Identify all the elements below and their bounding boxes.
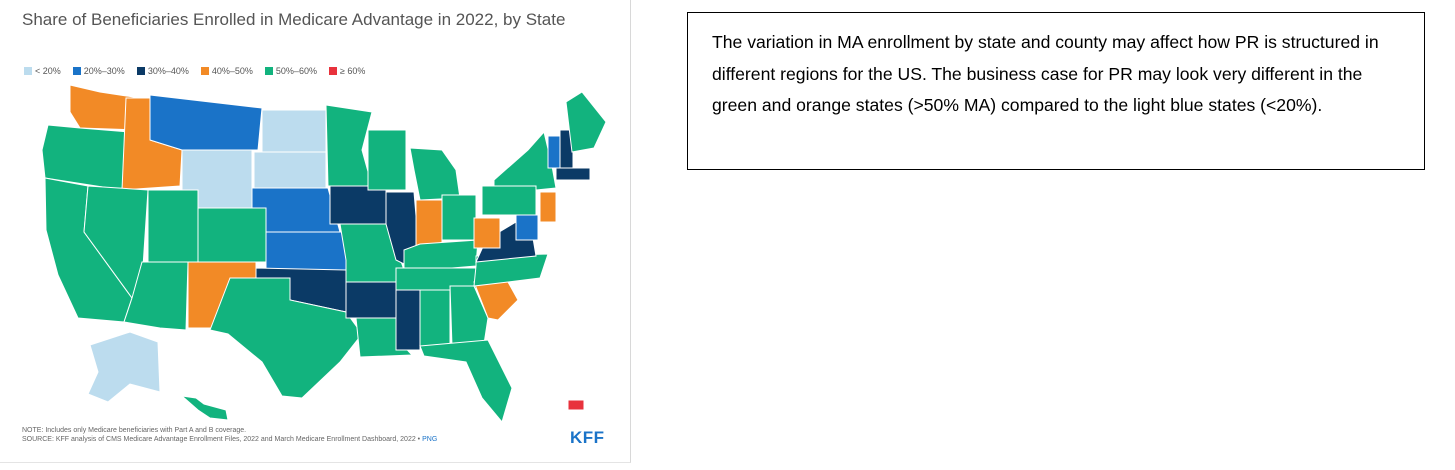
region <box>419 289 451 347</box>
region <box>253 151 327 191</box>
source-link[interactable]: PNG <box>422 436 438 443</box>
region <box>539 191 557 223</box>
region <box>493 130 557 191</box>
legend-label: ≥ 60% <box>339 66 366 76</box>
region <box>547 135 561 169</box>
legend-item: 50%–60% <box>264 66 317 76</box>
map <box>41 84 607 424</box>
legend: < 20% 20%–30% 30%–40% 40%–50% 50%–60% ≥ 60% <box>24 66 365 76</box>
region <box>441 194 477 241</box>
region <box>419 339 513 424</box>
legend-swatch <box>24 67 32 75</box>
region <box>565 91 607 153</box>
legend-item: 40%–50% <box>200 66 253 76</box>
legend-label: 50%–60% <box>275 66 317 76</box>
map-title: Share of Beneficiaries Enrolled in Medic… <box>22 10 566 29</box>
region <box>345 281 397 319</box>
region <box>473 217 501 249</box>
text-box-text: The variation in MA enrollment by state … <box>712 32 1379 115</box>
region <box>325 104 373 187</box>
region <box>180 395 229 421</box>
note: NOTE: Includes only Medicare beneficiari… <box>22 427 247 434</box>
legend-swatch <box>200 67 209 75</box>
legend-item: 30%–40% <box>136 66 189 76</box>
logo: KFF <box>570 428 605 447</box>
legend-label: 20%–30% <box>83 66 125 76</box>
legend-swatch <box>136 67 145 75</box>
legend-label: 30%–40% <box>147 66 189 76</box>
text-box: The variation in MA enrollment by state … <box>687 12 1425 170</box>
region <box>449 285 489 347</box>
region <box>209 277 363 399</box>
region <box>481 185 537 216</box>
legend-label: < 20% <box>35 66 61 76</box>
legend-item: 20%–30% <box>72 66 125 76</box>
legend-item: ≥ 60% <box>328 66 366 76</box>
footnote: NOTE: Includes only Medicare beneficiari… <box>22 426 437 444</box>
source-line: SOURCE: KFF analysis of CMS Medicare Adv… <box>22 435 437 444</box>
region <box>197 207 267 263</box>
region <box>515 214 539 241</box>
region <box>261 109 327 153</box>
region <box>367 129 407 191</box>
region <box>149 94 263 151</box>
map-panel: Share of Beneficiaries Enrolled in Medic… <box>0 0 631 463</box>
region <box>555 167 591 181</box>
region <box>473 253 549 287</box>
region <box>395 289 421 351</box>
legend-swatch <box>264 67 273 75</box>
region <box>87 331 161 403</box>
legend-swatch <box>72 67 81 75</box>
region <box>265 231 347 271</box>
legend-item: < 20% <box>24 66 61 76</box>
region <box>147 189 199 263</box>
region <box>329 185 387 225</box>
legend-label: 40%–50% <box>211 66 253 76</box>
legend-swatch <box>328 67 337 75</box>
source: SOURCE: KFF analysis of CMS Medicare Adv… <box>22 436 421 443</box>
region <box>409 147 461 201</box>
region <box>567 399 585 411</box>
